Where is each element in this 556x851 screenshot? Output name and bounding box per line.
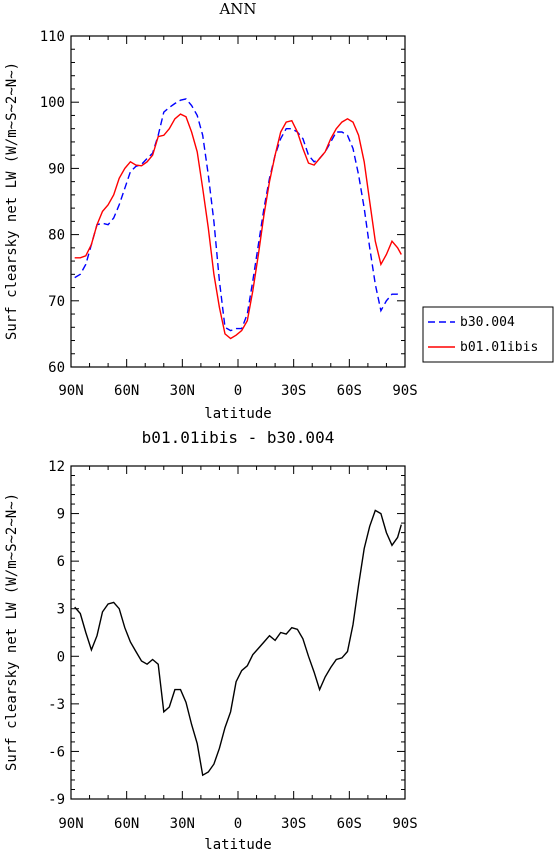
chart-title: ANN [218, 0, 256, 18]
x-tick-label: 30S [281, 383, 306, 399]
x-tick-label: 0 [234, 816, 242, 832]
y-tick-label: 80 [48, 228, 65, 244]
y-tick-label: -6 [48, 744, 65, 760]
tick-marks [70, 465, 406, 800]
x-tick-label: 30N [170, 383, 195, 399]
bottom-panel: b01.01ibis - b30.004 90N 60N 30N 0 30S 60S 90S… [4, 428, 418, 851]
y-tick-label: 9 [57, 507, 65, 523]
top-panel: ANN 90N 60N 30N 0 30S 60S 90S 60 70 80 90 100 110 l… [4, 0, 418, 422]
x-tick-label: 60S [337, 816, 362, 832]
y-tick-label: 100 [40, 95, 65, 111]
y-tick-label: 90 [48, 161, 65, 177]
x-tick-label: 0 [234, 383, 242, 399]
plot-frame [70, 465, 406, 800]
y-tick-label: -9 [48, 792, 65, 808]
y-tick-label: 70 [48, 294, 65, 310]
series-line-b01-01ibis [74, 113, 402, 340]
x-tick-label: 90N [58, 383, 83, 399]
x-tick-label: 60S [337, 383, 362, 399]
y-tick-label: 6 [57, 554, 65, 570]
y-tick-label: -3 [48, 697, 65, 713]
y-tick-labels: 60 70 80 90 100 110 [40, 29, 65, 376]
x-tick-label: 60N [114, 383, 139, 399]
chart-title: b01.01ibis - b30.004 [142, 428, 335, 447]
x-axis-label: latitude [204, 837, 271, 851]
y-tick-label: 3 [57, 602, 65, 618]
x-tick-label: 90N [58, 816, 83, 832]
y-tick-labels: -9 -6 -3 0 3 6 9 12 [48, 459, 65, 808]
x-tick-label: 30S [281, 816, 306, 832]
x-tick-label: 30N [170, 816, 195, 832]
legend-box [422, 306, 554, 363]
legend-entry-b30-004: b30.004 [460, 315, 515, 330]
x-tick-label: 90S [392, 816, 417, 832]
y-tick-label: 0 [57, 649, 65, 665]
series-line-difference [74, 509, 402, 777]
series-lines [74, 509, 402, 777]
series-lines [74, 98, 402, 340]
y-axis-label: Surf clearsky net LW (W/m~S~2~N~) [4, 493, 20, 771]
x-tick-label: 60N [114, 816, 139, 832]
x-tick-labels: 90N 60N 30N 0 30S 60S 90S [58, 383, 417, 399]
y-tick-label: 110 [40, 29, 65, 45]
y-tick-label: 60 [48, 360, 65, 376]
x-tick-labels: 90N 60N 30N 0 30S 60S 90S [58, 816, 417, 832]
y-tick-label: 12 [48, 459, 65, 475]
legend: b30.004 b01.01ibis [422, 306, 554, 363]
x-tick-label: 90S [392, 383, 417, 399]
x-axis-label: latitude [204, 406, 271, 422]
tick-marks [70, 35, 406, 368]
series-line-b30-004 [74, 98, 402, 332]
y-axis-label: Surf clearsky net LW (W/m~S~2~N~) [4, 62, 20, 340]
legend-entry-b01-01ibis: b01.01ibis [460, 340, 538, 355]
plot-frame [70, 35, 406, 368]
